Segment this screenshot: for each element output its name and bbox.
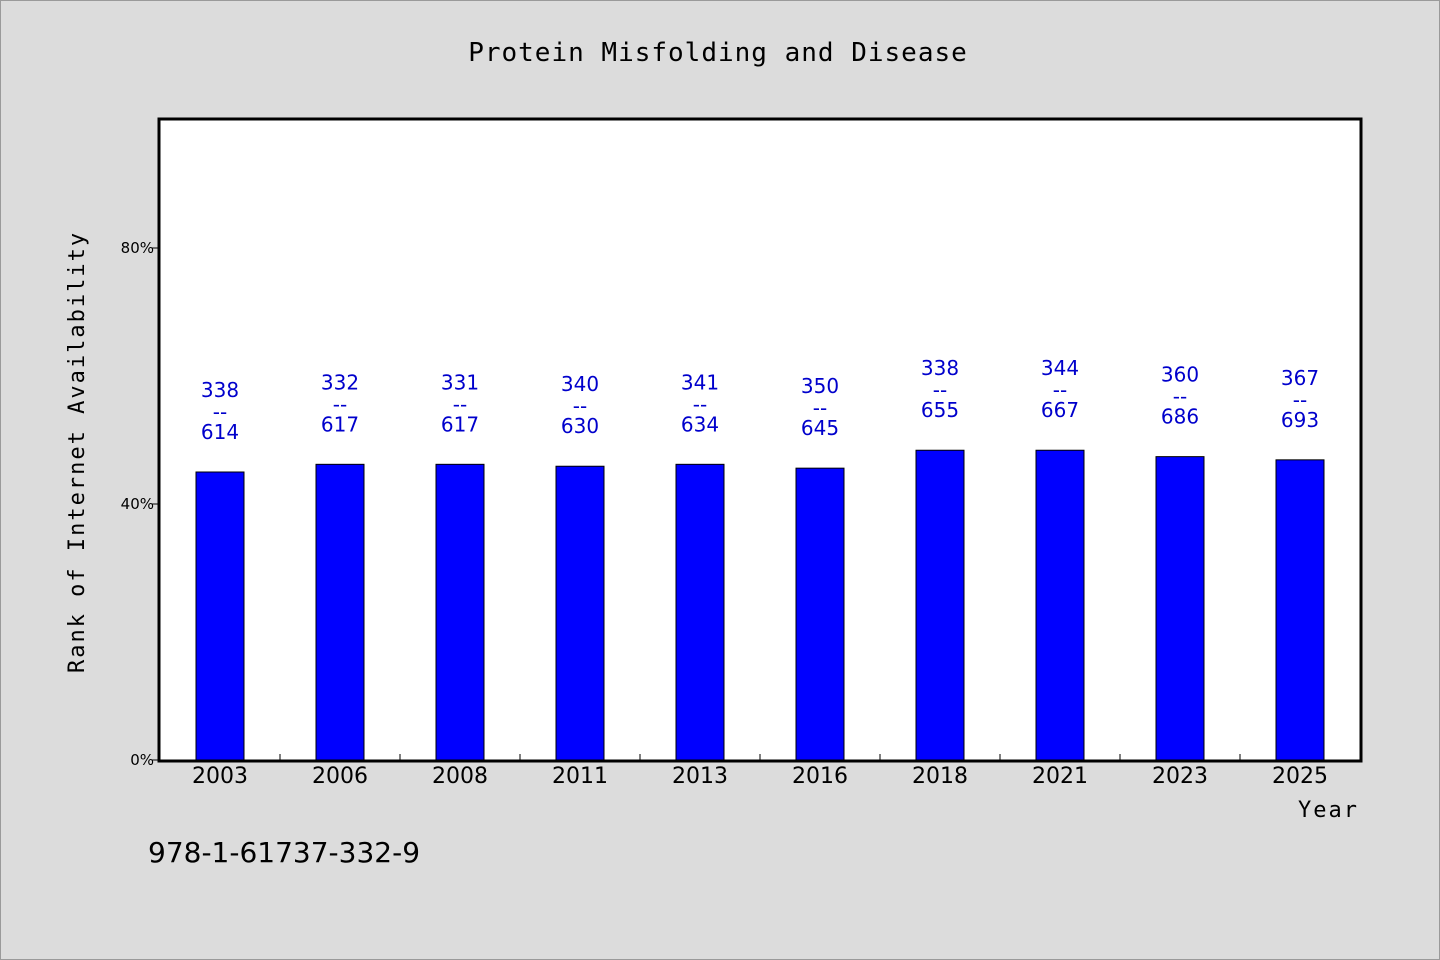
data-labels: 614--338617--332617--331630--340634--341… [201,356,1319,444]
bar-2011 [555,465,605,761]
data-label-separator: -- [1293,388,1307,412]
data-label-top: 338 [201,378,239,402]
x-tick-label: 2003 [192,764,248,789]
data-label-bottom: 693 [1281,408,1319,432]
bar-2016 [795,467,845,761]
data-label-bottom: 617 [321,412,359,436]
data-label-top: 350 [801,374,839,398]
x-tick-label: 2021 [1032,764,1088,789]
data-label-separator: -- [1053,378,1067,402]
isbn-footer: 978-1-61737-332-9 [148,836,420,869]
data-label-top: 360 [1161,363,1199,387]
bar-2006 [315,463,365,761]
data-label-top: 332 [321,370,359,394]
x-tick-label: 2023 [1152,764,1208,789]
data-label-bottom: 614 [201,420,239,444]
bar-2023 [1155,456,1205,761]
data-label-bottom: 645 [801,416,839,440]
bar-2018 [915,449,965,761]
data-label-separator: -- [693,392,707,416]
data-label-top: 338 [921,356,959,380]
data-label-bottom: 655 [921,398,959,422]
plot-border [157,117,1363,763]
x-tick-label: 2018 [912,764,968,789]
data-label-bottom: 630 [561,414,599,438]
x-axis: 2003 2006 2008 2011 2013 2016 2018 2021 2023 2025 [192,754,1328,789]
bar-2003 [195,471,245,761]
x-tick-label: 2008 [432,764,488,789]
x-tick-label: 2025 [1272,764,1328,789]
data-label-bottom: 617 [441,412,479,436]
data-label-bottom: 667 [1041,398,1079,422]
data-label-separator: -- [933,378,947,402]
data-label-separator: -- [813,396,827,420]
data-label-bottom: 634 [681,412,719,436]
y-tick-label: 0% [130,751,154,769]
chart-title: Protein Misfolding and Disease [468,38,968,68]
y-tick-label: 40% [121,495,154,513]
data-label-top: 331 [441,370,479,394]
x-tick-label: 2013 [672,764,728,789]
data-label-top: 340 [561,372,599,396]
x-tick-label: 2011 [552,764,608,789]
data-label-separator: -- [333,392,347,416]
bar-2025 [1275,459,1325,761]
data-label-top: 344 [1041,356,1079,380]
bars-layer [195,449,1325,761]
x-tick-label: 2016 [792,764,848,789]
y-tick-label: 80% [121,239,154,257]
bar-2021 [1035,449,1085,761]
bar-2013 [675,463,725,761]
data-label-top: 341 [681,370,719,394]
data-label-separator: -- [573,394,587,418]
bar-2008 [435,463,485,761]
data-label-separator: -- [453,392,467,416]
data-label-separator: -- [213,400,227,424]
data-label-separator: -- [1173,385,1187,409]
x-tick-label: 2006 [312,764,368,789]
y-axis-title: Rank of Internet Availability [65,231,90,673]
y-axis: 0% 40% 80% [121,239,160,769]
x-axis-title: Year [1298,798,1359,823]
data-label-top: 367 [1281,366,1319,390]
data-label-bottom: 686 [1161,405,1199,429]
